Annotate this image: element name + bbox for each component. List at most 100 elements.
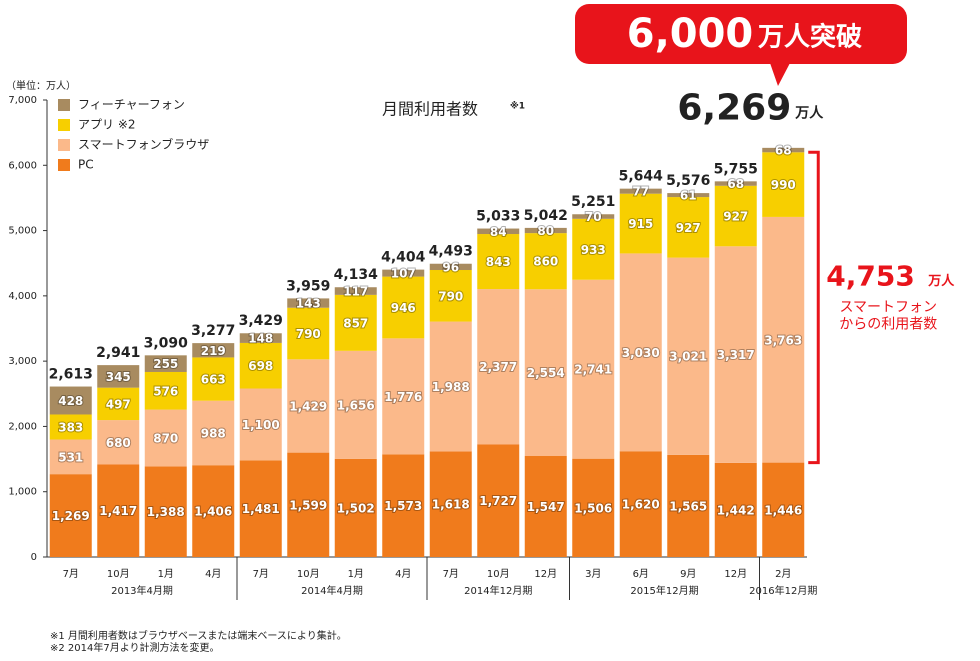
segment-label: 148 xyxy=(248,332,273,346)
x-tick-label: 2月 xyxy=(775,568,791,580)
segment-label: 843 xyxy=(486,255,511,269)
segment-label: 68 xyxy=(775,144,792,158)
segment-label: 1,269 xyxy=(52,509,90,523)
y-tick-label: 3,000 xyxy=(8,356,37,367)
segment-label: 860 xyxy=(533,255,558,269)
segment-label: 143 xyxy=(296,297,321,311)
segment-label: 1,599 xyxy=(289,498,327,512)
segment-label: 3,021 xyxy=(669,350,707,364)
segment-label: 1,417 xyxy=(99,504,137,518)
total-label-large: 6,269 xyxy=(677,88,791,129)
segment-label: 663 xyxy=(201,373,226,387)
total-label: 3,429 xyxy=(239,313,283,329)
period-label: 2014年4月期 xyxy=(301,584,363,597)
bar-segment xyxy=(524,233,567,290)
segment-label: 857 xyxy=(343,316,368,330)
segment-label: 107 xyxy=(391,267,416,281)
segment-label: 531 xyxy=(58,450,83,464)
segment-label: 1,620 xyxy=(622,498,660,512)
bar-segment xyxy=(192,357,235,401)
bar-segment xyxy=(714,246,757,463)
segment-label: 2,741 xyxy=(574,363,612,377)
bar-segment xyxy=(239,388,282,461)
segment-label: 1,406 xyxy=(194,505,232,519)
bracket xyxy=(808,150,820,465)
x-tick-label: 7月 xyxy=(63,568,79,580)
bar-segment xyxy=(619,451,662,557)
segment-label: 1,656 xyxy=(337,398,375,412)
y-tick-label: 7,000 xyxy=(8,95,37,106)
total-label: 5,576 xyxy=(666,173,710,189)
y-tick-label: 2,000 xyxy=(8,421,37,432)
legend-swatch xyxy=(58,99,70,111)
bar-segment xyxy=(572,458,615,557)
segment-label: 68 xyxy=(727,177,744,191)
segment-label: 84 xyxy=(490,225,507,239)
segment-label: 790 xyxy=(438,289,463,303)
bar-segment xyxy=(667,193,710,198)
period-label: 2015年12月期 xyxy=(630,584,698,597)
segment-label: 1,388 xyxy=(147,505,185,519)
total-label: 5,042 xyxy=(524,208,568,224)
period-label: 2016年12月期 xyxy=(749,584,817,597)
bar-segment xyxy=(192,343,235,358)
bar-segment xyxy=(572,218,615,280)
legend-swatch xyxy=(58,139,70,151)
bar-segment xyxy=(382,454,425,557)
footnote: ※1 月間利用者数はブラウザベースまたは端末ベースにより集計。 xyxy=(50,629,347,642)
segment-label: 3,763 xyxy=(764,333,802,347)
segment-label: 1,446 xyxy=(764,503,802,517)
segment-label: 1,776 xyxy=(384,390,422,404)
legend-swatch xyxy=(58,159,70,171)
y-tick-label: 1,000 xyxy=(8,487,37,498)
y-tick-label: 0 xyxy=(31,552,37,563)
segment-label: 383 xyxy=(58,420,83,434)
bar-segment xyxy=(97,365,140,388)
total-label: 4,134 xyxy=(334,267,379,283)
segment-label: 988 xyxy=(201,426,226,440)
bar-segment xyxy=(334,458,377,557)
total-label: 3,090 xyxy=(144,335,189,351)
bar-segment xyxy=(334,294,377,351)
total-label: 4,493 xyxy=(429,244,473,260)
bar-segment xyxy=(762,152,805,217)
bar-segment xyxy=(334,287,377,295)
segment-label: 990 xyxy=(771,178,796,192)
bar-segment xyxy=(287,452,330,557)
footnote: ※2 2014年7月より計測方法を変更。 xyxy=(50,641,220,654)
x-tick-label: 9月 xyxy=(680,568,696,580)
segment-label: 497 xyxy=(106,397,131,411)
segment-label: 915 xyxy=(628,217,653,231)
bar-segment xyxy=(524,289,567,457)
segment-label: 1,988 xyxy=(432,380,470,394)
segment-label: 1,429 xyxy=(289,399,327,413)
total-label: 4,404 xyxy=(381,249,426,265)
segment-label: 255 xyxy=(153,357,178,371)
bar-segment xyxy=(714,462,757,557)
segment-label: 70 xyxy=(585,210,602,224)
bar-segment xyxy=(477,289,520,445)
bar-segment xyxy=(144,355,187,372)
bar-segment xyxy=(382,338,425,455)
x-tick-label: 10月 xyxy=(487,568,510,580)
bar-segment xyxy=(49,474,92,557)
bar-segment xyxy=(619,193,662,254)
bar-segment xyxy=(49,439,92,475)
segment-label: 790 xyxy=(296,327,321,341)
bar-segment xyxy=(144,409,187,467)
segment-label: 1,618 xyxy=(432,498,470,512)
legend-swatch xyxy=(58,119,70,131)
segment-label: 698 xyxy=(248,359,273,373)
segment-label: 2,377 xyxy=(479,360,517,374)
segment-label: 933 xyxy=(581,243,606,257)
bar-segment xyxy=(382,276,425,339)
bar-segment xyxy=(239,342,282,389)
total-unit: 万人 xyxy=(794,105,824,122)
segment-label: 870 xyxy=(153,431,178,445)
smartphone-note: スマートフォン xyxy=(839,299,937,315)
bar-segment xyxy=(429,263,472,271)
bar-segment xyxy=(477,228,520,235)
segment-label: 1,573 xyxy=(384,499,422,513)
bar-segment xyxy=(572,279,615,459)
segment-label: 1,547 xyxy=(527,500,565,514)
